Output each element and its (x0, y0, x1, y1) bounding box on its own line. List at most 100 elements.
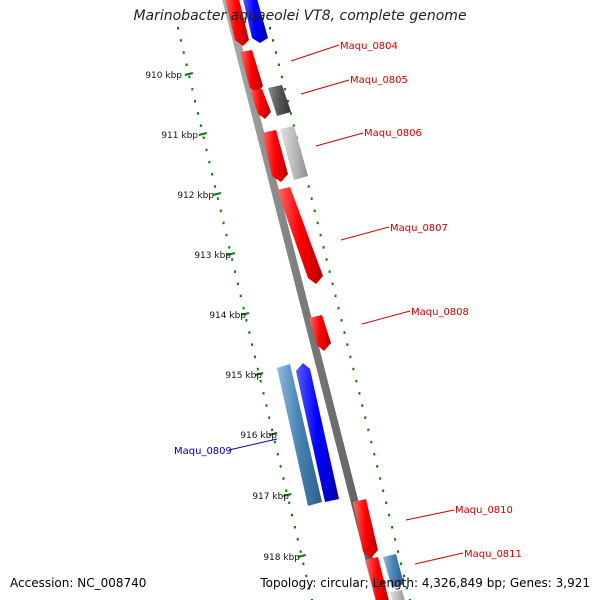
scale-dot (248, 331, 251, 334)
gene-arrow[interactable] (262, 130, 288, 182)
scale-dot (293, 526, 296, 529)
scale-dot (282, 477, 285, 480)
scale-dot-outer (349, 355, 352, 359)
gene-arrow-maqu-0809[interactable] (277, 364, 322, 506)
scale-dot (296, 538, 299, 541)
scale-dot-outer (272, 39, 274, 42)
gene-label-maqu-0810[interactable]: Maqu_0810 (455, 505, 513, 516)
scale-tick (240, 312, 250, 316)
scale-dot (302, 562, 305, 565)
scale-tick (198, 132, 208, 136)
scale-dot (262, 392, 265, 395)
scale-dot (197, 112, 199, 115)
gene-label-maqu-0806[interactable]: Maqu_0806 (364, 128, 422, 139)
scale-dot (208, 160, 211, 164)
gene-label-maqu-0807[interactable]: Maqu_0807 (390, 223, 448, 234)
scale-dot-outer (373, 453, 376, 456)
scale-track (177, 27, 411, 600)
scale-dot-outer (319, 233, 322, 237)
scale-dot (271, 428, 274, 432)
scale-dot-outer (316, 221, 319, 225)
scale-labels: 910 kbp 911 kbp 912 kbp 913 kbp 914 kbp … (145, 71, 300, 563)
scale-tick (254, 372, 264, 376)
scale-dot-outer (275, 51, 277, 54)
scale-dot (216, 197, 219, 200)
gene-label-maqu-0808[interactable]: Maqu_0808 (411, 307, 469, 318)
scale-tick (283, 493, 292, 497)
gene-arrow[interactable] (296, 363, 339, 502)
gene-arrow-maqu-0804[interactable] (240, 50, 263, 93)
scale-dot-outer (352, 367, 355, 371)
scale-label-912: 912 kbp (177, 191, 214, 201)
scale-dot (242, 306, 245, 310)
scale-dot (245, 319, 248, 322)
scale-dot (276, 453, 279, 456)
gene-arrow-maqu-0806[interactable] (280, 126, 308, 180)
scale-dot (199, 124, 202, 127)
scale-dot-outer (406, 586, 408, 590)
scale-dot-outer (382, 489, 385, 492)
scale-tick (226, 252, 236, 256)
gene-label-maqu-0805[interactable]: Maqu_0805 (350, 75, 408, 86)
gene-label-maqu-0811[interactable]: Maqu_0811 (464, 549, 522, 560)
scale-dot (234, 270, 236, 273)
scale-dot (236, 282, 239, 286)
scale-dot-outer (385, 501, 388, 505)
scale-dot-outer (358, 392, 361, 395)
scale-dot-outer (379, 477, 382, 480)
scale-dot (228, 246, 231, 249)
scale-dot-outer (391, 526, 394, 529)
scale-label-910: 910 kbp (145, 71, 182, 81)
gene-arrow-maqu-0807[interactable] (277, 187, 323, 284)
gene-arrow-maqu-0805[interactable] (268, 85, 291, 116)
scale-dot-outer (322, 246, 325, 249)
gene-label-maqu-0804[interactable]: Maqu_0804 (340, 41, 398, 52)
scale-dot-outer (376, 465, 379, 468)
scale-tick (212, 192, 222, 196)
scale-label-916: 916 kbp (240, 431, 277, 441)
genome-backbone (222, 0, 384, 600)
scale-dot-outer (361, 404, 364, 407)
genes-label: Genes: (509, 576, 552, 590)
scale-dot (305, 574, 308, 578)
scale-dot (251, 343, 254, 346)
page-title: Marinobacter aquaeolei VT8, complete gen… (133, 8, 467, 24)
scale-dot (285, 489, 288, 492)
scale-tick (184, 72, 194, 76)
scale-label-911: 911 kbp (161, 131, 198, 141)
scale-dot (259, 379, 262, 383)
gene-label-maqu-0809[interactable]: Maqu_0809 (174, 446, 232, 457)
scale-dot-outer (370, 440, 373, 444)
scale-dot-outer (343, 331, 346, 334)
scale-dot (273, 440, 276, 444)
scale-dot (239, 294, 242, 298)
accession-label: Accession: (10, 576, 74, 590)
gene-arrow[interactable] (250, 89, 271, 119)
scale-dot (191, 87, 194, 91)
scale-dot (219, 209, 222, 213)
gene-arrow-maqu-0811[interactable] (365, 557, 390, 600)
gene-arrow[interactable] (390, 590, 406, 600)
scale-label-914: 914 kbp (209, 311, 246, 321)
scale-dot-outer (394, 538, 397, 541)
scale-tick (268, 432, 278, 436)
scale-dot (268, 416, 271, 419)
genome-summary: Topology: circular; Length: 4,326,849 bp… (260, 576, 590, 590)
gene-arrow-maqu-0810[interactable] (353, 499, 378, 558)
scale-dot-outer (403, 574, 405, 578)
scale-dot-outer (346, 343, 349, 346)
scale-dot-outer (310, 197, 313, 200)
accession-info: Accession: NC_008740 (10, 576, 146, 590)
gene-arrow[interactable] (224, 0, 249, 46)
scale-dot (288, 501, 291, 505)
scale-dot-outer (400, 562, 403, 565)
scale-dot (205, 148, 208, 152)
gene-arrow-maqu-0808[interactable] (309, 315, 331, 351)
scale-label-915: 915 kbp (225, 371, 262, 381)
scale-dot-outer (331, 282, 334, 286)
topology-label: Topology: (260, 576, 317, 590)
gene-arrow[interactable] (383, 554, 404, 588)
gene-arrow[interactable] (242, 0, 268, 43)
scale-dot-outer (364, 416, 367, 419)
